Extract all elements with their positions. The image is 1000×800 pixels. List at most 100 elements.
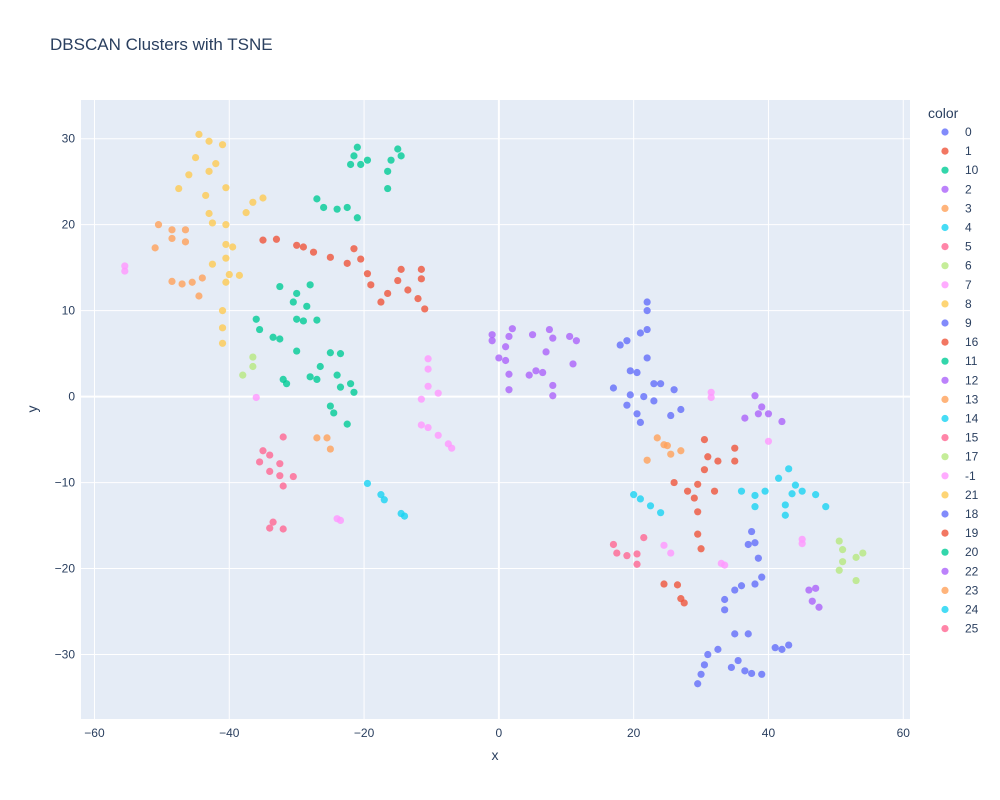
scatter-point (293, 289, 301, 298)
scatter-point (121, 262, 129, 270)
scatter-point (239, 371, 247, 379)
y-tick-label: 10 (62, 304, 76, 318)
scatter-point (256, 458, 264, 466)
legend-item[interactable]: 8 (941, 297, 972, 311)
legend-item[interactable]: 5 (941, 240, 972, 254)
scatter-point (397, 152, 405, 160)
scatter-point (785, 641, 793, 649)
scatter-point (650, 380, 658, 388)
legend-item[interactable]: 4 (941, 221, 972, 235)
scatter-point (748, 669, 756, 678)
legend-marker (941, 147, 949, 155)
legend-item[interactable]: 23 (941, 583, 979, 597)
scatter-point (249, 353, 257, 361)
scatter-point (633, 560, 641, 568)
scatter-point (421, 305, 429, 313)
legend-item[interactable]: 0 (941, 125, 972, 139)
scatter-point (721, 606, 729, 614)
legend-marker (941, 376, 949, 384)
scatter-point (751, 539, 759, 547)
scatter-point (269, 518, 277, 526)
scatter-point (293, 241, 301, 249)
scatter-point (741, 667, 749, 675)
legend-label: 14 (965, 412, 979, 426)
legend-item[interactable]: 3 (941, 201, 972, 215)
scatter-point (343, 420, 351, 428)
scatter-point (417, 395, 425, 403)
scatter-point (218, 141, 227, 149)
legend-item[interactable]: 7 (941, 278, 972, 292)
scatter-point (539, 368, 547, 377)
scatter-point (788, 490, 796, 498)
legend-marker (941, 567, 949, 575)
legend-marker (941, 453, 949, 461)
legend-item[interactable]: 6 (941, 259, 972, 273)
legend-item[interactable]: 17 (941, 450, 979, 464)
scatter-point (377, 298, 385, 306)
scatter-point (640, 393, 648, 401)
legend-item[interactable]: 11 (941, 354, 978, 368)
legend-item[interactable]: 2 (941, 182, 972, 196)
scatter-point (205, 209, 213, 218)
scatter-point (751, 580, 759, 588)
legend[interactable]: 01102345678916111213141517-1211819202223… (941, 125, 979, 636)
legend-item[interactable]: 13 (941, 392, 979, 406)
legend-item[interactable]: -1 (941, 469, 976, 483)
scatter-point (657, 380, 665, 388)
legend-item[interactable]: 20 (941, 545, 979, 559)
scatter-point (424, 382, 432, 390)
scatter-point (643, 307, 651, 315)
scatter-point (198, 274, 206, 282)
scatter-point (710, 487, 719, 495)
scatter-point (697, 670, 705, 678)
scatter-point (276, 282, 284, 291)
legend-label: 3 (965, 201, 972, 215)
scatter-point (805, 586, 813, 594)
scatter-point (326, 253, 334, 261)
legend-item[interactable]: 9 (941, 316, 972, 330)
scatter-point (623, 337, 631, 345)
scatter-point (640, 533, 648, 542)
scatter-point (394, 276, 402, 285)
legend-item[interactable]: 1 (941, 144, 972, 158)
legend-item[interactable]: 14 (941, 412, 979, 426)
scatter-point (707, 393, 715, 402)
scatter-point (623, 552, 631, 560)
scatter-point (731, 586, 739, 594)
legend-item[interactable]: 22 (941, 564, 979, 578)
legend-item[interactable]: 25 (941, 622, 979, 636)
scatter-point (707, 388, 715, 396)
scatter-point (751, 491, 759, 500)
scatter-point (737, 582, 746, 590)
legend-marker (941, 243, 949, 251)
legend-item[interactable]: 10 (941, 163, 979, 177)
scatter-point (643, 298, 651, 306)
gridlines (81, 100, 910, 719)
legend-item[interactable]: 19 (941, 526, 979, 540)
scatter-point (313, 434, 321, 442)
plot-area (81, 100, 910, 719)
legend-item[interactable]: 18 (941, 507, 979, 521)
x-tick-label: 40 (762, 726, 776, 740)
scatter-point (549, 392, 557, 400)
legend-item[interactable]: 15 (941, 431, 979, 445)
scatter-point (488, 337, 496, 345)
scatter-point (222, 184, 230, 192)
legend-item[interactable]: 16 (941, 335, 979, 349)
scatter-point (417, 275, 425, 283)
legend-label: 12 (965, 373, 979, 387)
legend-item[interactable]: 24 (941, 603, 979, 617)
scatter-point (363, 270, 372, 278)
scatter-point (751, 392, 759, 400)
scatter-point (542, 348, 550, 356)
scatter-point (532, 367, 540, 375)
scatter-point (808, 597, 816, 605)
legend-item[interactable]: 12 (941, 373, 979, 387)
scatter-point (350, 152, 358, 160)
scatter-point (168, 277, 176, 286)
scatter-point (417, 421, 425, 429)
scatter-point (346, 380, 355, 388)
legend-label: 22 (965, 564, 979, 578)
scatter-point (694, 480, 702, 488)
legend-item[interactable]: 21 (941, 488, 979, 502)
